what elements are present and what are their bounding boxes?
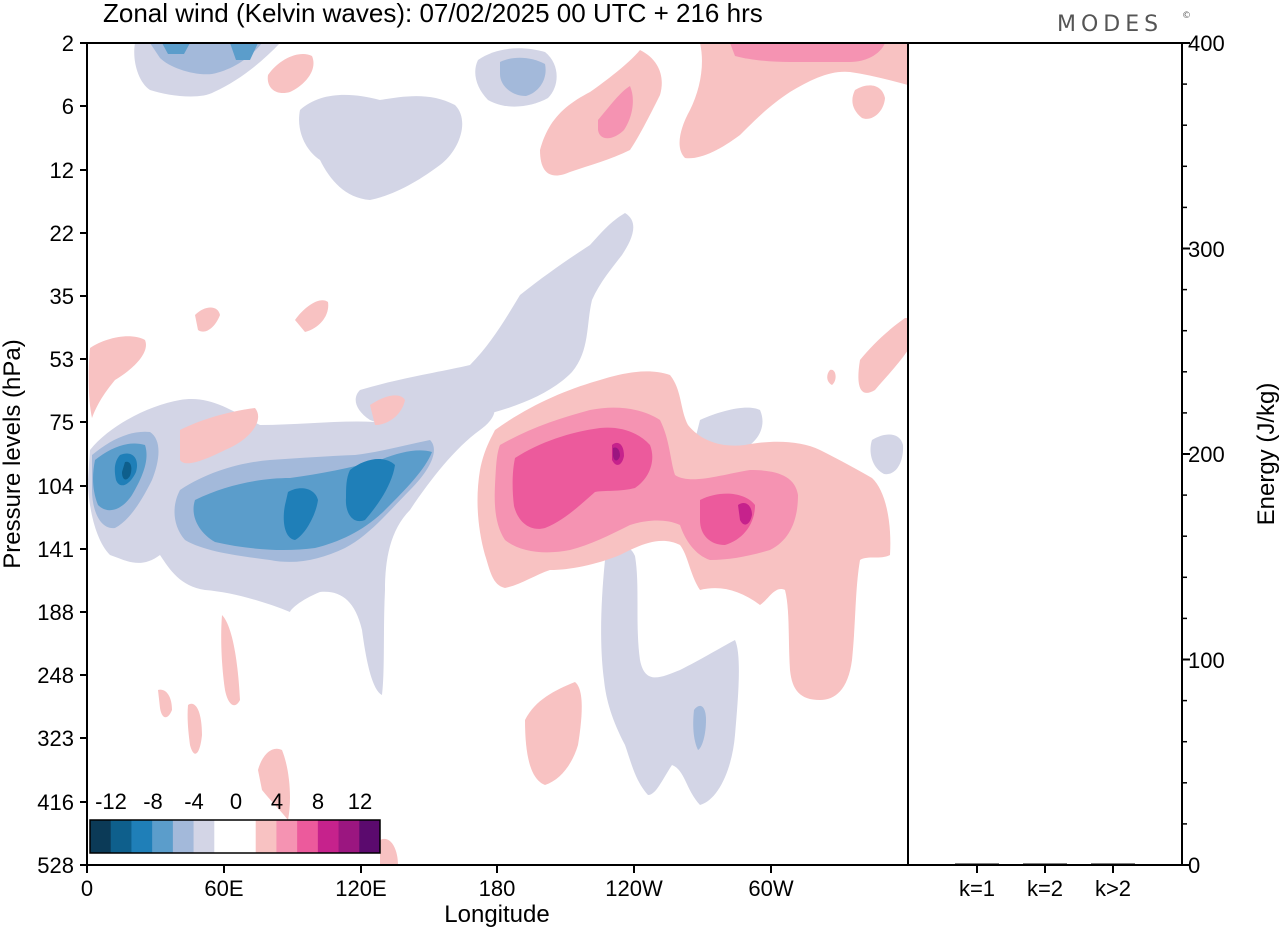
chart-title: Zonal wind (Kelvin waves): 07/02/2025 00… [103,0,763,28]
energy-category-label: k>2 [1095,876,1131,901]
y-tick-label: 53 [50,347,74,372]
x-tick-label: 120E [335,876,386,901]
pos-anomaly-strat-topright [679,43,908,159]
y-tick-label: 141 [37,537,74,562]
y-tick-label: 75 [50,410,74,435]
pos-anomaly-strat-upper [540,50,662,176]
colorbar-swatch [255,820,277,853]
y-tick-label: 2 [62,31,74,56]
energy-category-label: k=1 [959,876,995,901]
neg-anomaly-tilted-band [355,213,634,427]
colorbar-frame [89,819,381,854]
colorbar-label: -4 [184,789,204,814]
colorbar-swatch [110,820,132,853]
energy-bars [955,863,1135,865]
energy-bar [1091,863,1135,865]
neg-anomaly-strat-mid [299,94,463,200]
x-tick-label: 180 [479,876,516,901]
energy-axis-title: Energy (J/kg) [1253,383,1280,526]
colorbar-swatch [297,820,319,853]
brand-logo: MODES [1057,12,1163,37]
pressure-axis: 2 6 12 22 35 53 75 104 141 188 248 323 4… [37,31,87,878]
neg-anomaly-upper-left-peak [162,43,258,60]
x-tick-label: 120W [605,876,663,901]
energy-category-label: k=2 [1027,876,1063,901]
colorbar-swatch [214,820,236,853]
colorbar-label: -12 [95,789,127,814]
y-tick-label: 6 [62,94,74,119]
longitude-axis: 0 60E 120E 180 120W 60W [81,865,794,901]
colorbar-label: 8 [312,789,324,814]
colorbar-swatch [276,820,298,853]
pos-anomaly-lower-mid [525,682,582,785]
colorbar-swatch [235,820,257,853]
pos-anomaly-strat-upper-core [598,86,633,139]
neg-anomaly-lower-plume [601,546,739,805]
pos-anomaly-main-max [613,447,620,461]
colorbar-swatch [359,820,381,853]
x-tick-label: 60E [204,876,243,901]
colorbar-swatch [317,820,340,853]
colorbar-label: 4 [271,789,283,814]
colorbar-swatch [152,820,174,853]
energy-tick-label: 300 [1188,237,1225,262]
pos-anomaly-strat-topright-core [730,43,885,62]
energy-panel: 0 100 200 300 400 k=1 k=2 k>2 [908,31,1225,901]
energy-tick-label: 100 [1188,648,1225,673]
colorbar-swatch [193,820,215,853]
energy-tick-label: 400 [1188,31,1225,56]
y-tick-label: 104 [37,474,74,499]
neg-anomaly-right-blob [696,407,904,475]
colorbar-swatch [338,820,360,853]
y-tick-label: 35 [50,284,74,309]
neg-anomaly-strat-right-core [500,57,546,96]
energy-tick-label: 200 [1188,442,1225,467]
y-tick-label: 188 [37,600,74,625]
colorbar-swatches [90,820,381,853]
pos-anomaly-left-mid [88,300,406,464]
x-tick-label: 60W [748,876,793,901]
y-tick-label: 323 [37,726,74,751]
colorbar-label: -8 [143,789,163,814]
energy-tick-label: 0 [1188,853,1200,878]
kelvin-wave-field [88,43,908,865]
y-tick-label: 12 [50,158,74,183]
y-tick-label: 22 [50,221,74,246]
brand-registered-mark: © [1182,11,1191,21]
colorbar-label: 12 [348,789,372,814]
neg-anomaly-lower-plume-core [693,705,706,750]
energy-bar [1023,863,1067,865]
colorbar-swatch [131,820,153,853]
colorbar-swatch [90,820,112,853]
neg-anomaly-main-core [114,453,396,540]
pos-anomaly-right-edge [827,318,908,393]
y-tick-label: 248 [37,663,74,688]
neg-anomaly-main-inner [93,443,433,550]
neg-anomaly-main-peak [122,461,132,480]
y-tick-label: 416 [37,790,74,815]
colorbar-label: 0 [230,789,242,814]
colorbar-legend: -12 -8 -4 0 4 8 12 [89,789,381,854]
colorbar-swatch [172,820,195,853]
energy-bar [955,863,999,865]
y-axis-title: Pressure levels (hPa) [0,339,26,568]
y-tick-label: 528 [37,853,74,878]
x-tick-label: 0 [81,876,93,901]
pos-anomaly-main-inner [512,427,755,545]
x-axis-title: Longitude [444,901,549,928]
energy-ticks [1182,42,1190,866]
